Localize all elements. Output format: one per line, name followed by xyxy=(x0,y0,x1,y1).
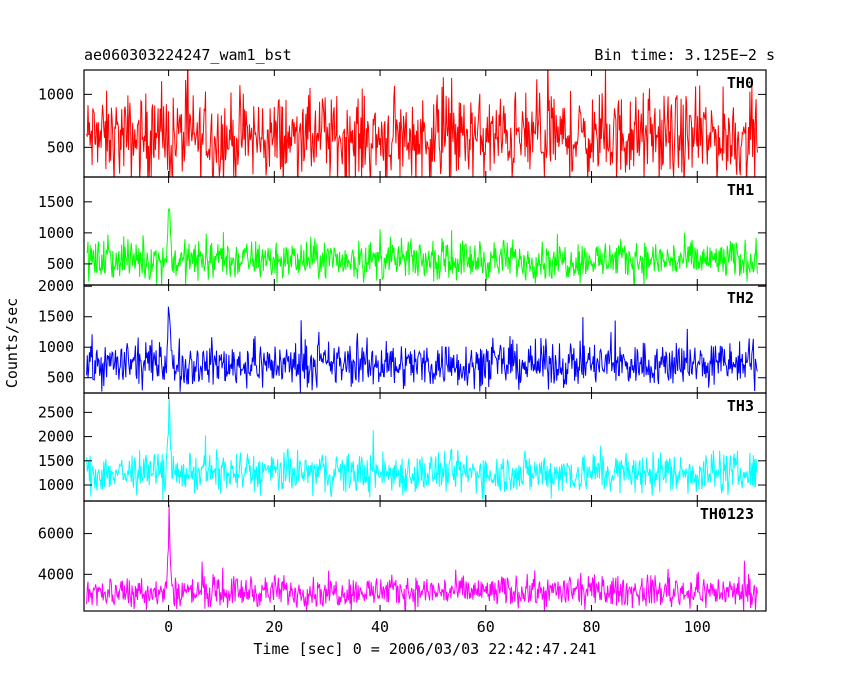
y-tick-label: 6000 xyxy=(38,525,74,543)
x-tick-label: 80 xyxy=(583,618,601,636)
series-label: TH2 xyxy=(727,289,754,307)
y-tick-label: 1500 xyxy=(38,193,74,211)
x-tick-label: 0 xyxy=(164,618,173,636)
chart-title-left: ae060303224247_wam1_bst xyxy=(84,46,292,64)
y-tick-label: 4000 xyxy=(38,565,74,583)
y-tick-label: 500 xyxy=(47,255,74,273)
panel-frame xyxy=(83,392,767,502)
x-tick-label: 20 xyxy=(265,618,283,636)
y-tick-label: 1500 xyxy=(38,308,74,326)
x-tick-label: 40 xyxy=(371,618,389,636)
series-line-th1 xyxy=(86,207,758,285)
panel-th2: TH2 500 1000 1500 2000 xyxy=(38,277,767,394)
panel-th0123: TH0123 4000 6000 xyxy=(38,500,767,612)
y-tick-label: 1000 xyxy=(38,476,74,494)
series-line-th0 xyxy=(86,70,758,177)
x-tick-label: 60 xyxy=(477,618,495,636)
x-axis-label: Time [sec] 0 = 2006/03/03 22:42:47.241 xyxy=(253,640,596,658)
series-line-th2 xyxy=(86,306,758,393)
y-axis-label: Counts/sec xyxy=(3,298,21,388)
x-tick-label: 100 xyxy=(684,618,711,636)
y-tick-label: 500 xyxy=(47,369,74,387)
series-label: TH1 xyxy=(727,181,754,199)
series-line-th0123 xyxy=(86,504,758,611)
y-tick-label: 1000 xyxy=(38,338,74,356)
y-tick-label: 2000 xyxy=(38,277,74,295)
x-axis: 0 20 40 60 80 100 xyxy=(164,618,711,636)
series-label: TH3 xyxy=(727,397,754,415)
y-tick-label: 500 xyxy=(47,138,74,156)
panel-frame xyxy=(83,500,767,612)
y-tick-label: 1000 xyxy=(38,85,74,103)
y-tick-label: 1500 xyxy=(38,452,74,470)
series-line-th3 xyxy=(86,396,758,501)
series-label: TH0 xyxy=(727,74,754,92)
series-label: TH0123 xyxy=(700,505,754,523)
panels: TH0 500 1000 TH1 500 1000 1500 TH2 500 1000 1500 20… xyxy=(38,69,767,612)
y-tick-label: 2000 xyxy=(38,428,74,446)
panel-th3: TH3 1000 1500 2000 2500 xyxy=(38,392,767,502)
y-tick-label: 1000 xyxy=(38,224,74,242)
y-tick-label: 2500 xyxy=(38,403,74,421)
panel-th1: TH1 500 1000 1500 xyxy=(38,176,767,286)
chart-title-right: Bin time: 3.125E−2 s xyxy=(594,46,775,64)
panel-th0: TH0 500 1000 xyxy=(38,69,767,178)
